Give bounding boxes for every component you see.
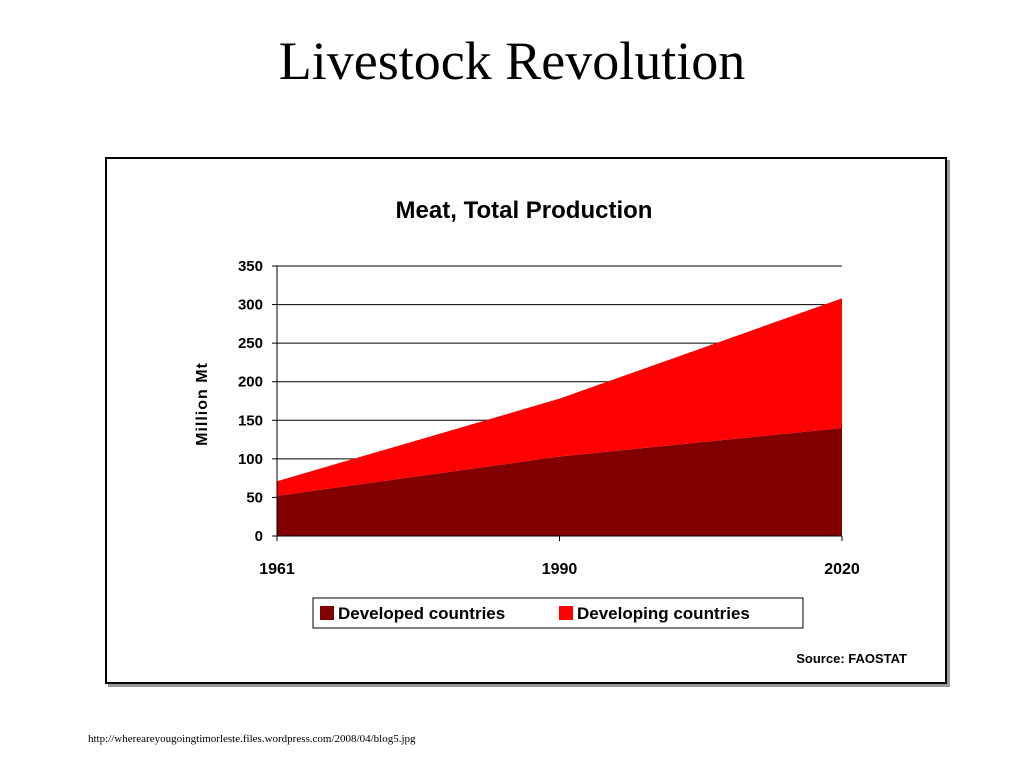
x-tick-label: 2020 [824, 561, 860, 578]
legend-entry: Developing countries [577, 604, 750, 623]
y-tick-label: 50 [246, 489, 263, 506]
y-tick-labels: 0 50 100 150 200 250 300 350 [238, 258, 263, 545]
y-tick-label: 100 [238, 451, 263, 468]
chart-frame: Meat, Total Production 0 50 100 150 200 250 30… [105, 157, 947, 684]
y-tick-label: 0 [255, 528, 263, 545]
legend: Developed countries Developing countries [312, 597, 804, 629]
source-note: Source: FAOSTAT [796, 651, 907, 666]
axes [272, 265, 843, 541]
y-tick-label: 250 [238, 335, 263, 352]
x-tick-labels: 1961 1990 2020 [259, 561, 860, 578]
x-tick-label: 1990 [542, 561, 578, 578]
legend-entry: Developed countries [338, 604, 505, 623]
legend-box [312, 597, 804, 629]
slide-title: Livestock Revolution [278, 31, 746, 91]
x-tick-label: 1961 [259, 561, 295, 578]
meat-production-chart: Meat, Total Production 0 50 100 150 200 250 30… [194, 197, 907, 666]
y-tick-label: 150 [238, 412, 263, 429]
area-developed-countries [277, 428, 842, 536]
y-tick-label: 350 [238, 258, 263, 275]
y-tick-label: 300 [238, 297, 263, 314]
legend-swatch [559, 606, 573, 620]
chart-title: Meat, Total Production [396, 197, 653, 224]
footer-url: http://whereareyougoingtimorleste.files.… [88, 733, 416, 745]
area-series [277, 298, 842, 536]
y-axis-label: Million Mt [194, 362, 211, 446]
area-developing-countries [277, 298, 842, 496]
y-tick-label: 200 [238, 374, 263, 391]
legend-swatch [320, 606, 334, 620]
